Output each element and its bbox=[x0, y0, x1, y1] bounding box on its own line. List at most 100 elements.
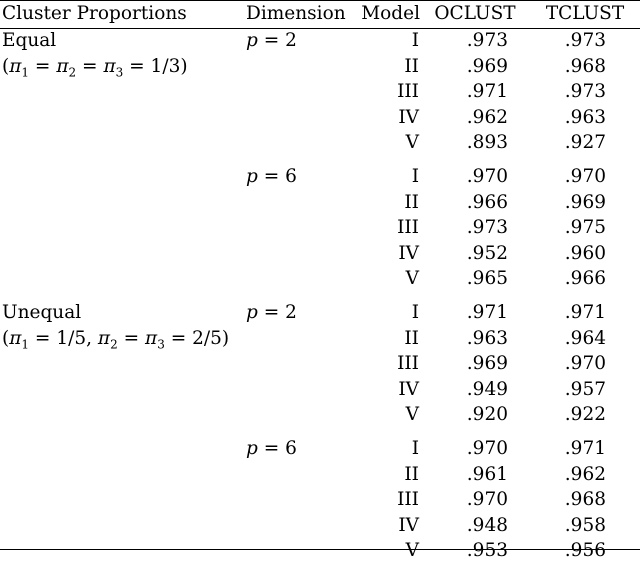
proportion-cell bbox=[0, 266, 246, 292]
tclust-value: .958 bbox=[564, 514, 606, 536]
model-cell: II bbox=[404, 463, 419, 485]
proportion-cell bbox=[0, 436, 246, 462]
oclust-value: .969 bbox=[466, 55, 508, 77]
table-row: p = 6 I .970 .971 bbox=[0, 436, 640, 462]
header-tclust: TCLUST bbox=[545, 3, 625, 24]
table-row: (π1 = π2 = π3 = 1/3) II .969 .968 bbox=[0, 54, 640, 80]
table-row: V .965 .966 bbox=[0, 266, 640, 292]
model-cell: IV bbox=[398, 106, 419, 128]
spacer-cell bbox=[246, 156, 358, 164]
dimension-cell bbox=[246, 377, 358, 403]
model-cell: I bbox=[411, 30, 419, 51]
dimension-cell bbox=[246, 241, 358, 267]
model-cell: I bbox=[411, 165, 419, 187]
table-row: III .971 .973 bbox=[0, 79, 640, 105]
spacer-cell bbox=[358, 428, 420, 436]
proportion-cell bbox=[0, 538, 246, 564]
dimension-cell bbox=[246, 487, 358, 513]
table-row: IV .952 .960 bbox=[0, 241, 640, 267]
spacer-cell bbox=[0, 292, 246, 300]
tclust-value: .963 bbox=[564, 106, 606, 128]
model-cell: IV bbox=[398, 514, 419, 536]
table-row: V .893 .927 bbox=[0, 130, 640, 156]
tclust-value: .956 bbox=[564, 540, 606, 562]
oclust-value: .920 bbox=[466, 404, 508, 426]
model-cell: V bbox=[405, 132, 419, 154]
block-spacer bbox=[0, 428, 640, 436]
dimension-label: p = 2 bbox=[246, 301, 297, 323]
proportion-detail: (π1 = π2 = π3 = 1/3) bbox=[2, 55, 188, 80]
proportion-cell bbox=[0, 215, 246, 241]
table-row: III .973 .975 bbox=[0, 215, 640, 241]
table-row: (π1 = 1/5, π2 = π3 = 2/5) II .963 .964 bbox=[0, 326, 640, 352]
header-dimension: Dimension bbox=[246, 3, 346, 24]
proportion-cell bbox=[0, 487, 246, 513]
model-cell: I bbox=[411, 301, 419, 323]
header-row: Cluster Proportions Dimension Model OCLU… bbox=[0, 0, 640, 28]
proportion-cell bbox=[0, 377, 246, 403]
tclust-value: .962 bbox=[564, 463, 606, 485]
tclust-value: .957 bbox=[564, 378, 606, 400]
proportion-cell bbox=[0, 105, 246, 131]
oclust-value: .965 bbox=[466, 268, 508, 290]
tclust-value: .922 bbox=[564, 404, 606, 426]
table-row: V .920 .922 bbox=[0, 402, 640, 428]
table-row: IV .949 .957 bbox=[0, 377, 640, 403]
spacer-cell bbox=[0, 156, 246, 164]
tclust-value: .968 bbox=[564, 55, 606, 77]
spacer-cell bbox=[358, 156, 420, 164]
dimension-label: p = 6 bbox=[246, 437, 297, 459]
model-cell: IV bbox=[398, 242, 419, 264]
tclust-value: .970 bbox=[564, 353, 606, 375]
oclust-value: .949 bbox=[466, 378, 508, 400]
table-row: III .969 .970 bbox=[0, 351, 640, 377]
model-cell: I bbox=[411, 437, 419, 459]
oclust-value: .971 bbox=[466, 81, 508, 103]
table-row: II .966 .969 bbox=[0, 190, 640, 216]
spacer-cell bbox=[420, 292, 530, 300]
spacer-cell bbox=[246, 428, 358, 436]
bottom-rule bbox=[0, 549, 640, 550]
dimension-cell bbox=[246, 513, 358, 539]
table-row: V .953 .956 bbox=[0, 538, 640, 564]
header-oclust: OCLUST bbox=[434, 3, 516, 24]
model-cell: V bbox=[405, 404, 419, 426]
dimension-label: p = 2 bbox=[246, 30, 297, 51]
spacer-cell bbox=[420, 156, 530, 164]
table-row: p = 6 I .970 .970 bbox=[0, 164, 640, 190]
oclust-value: .963 bbox=[466, 327, 508, 349]
oclust-value: .893 bbox=[466, 132, 508, 154]
tclust-value: .969 bbox=[564, 191, 606, 213]
dimension-cell bbox=[246, 538, 358, 564]
tclust-value: .973 bbox=[564, 30, 606, 51]
tclust-value: .927 bbox=[564, 132, 606, 154]
model-cell: III bbox=[397, 489, 419, 511]
proportion-cell bbox=[0, 351, 246, 377]
spacer-cell bbox=[530, 292, 640, 300]
spacer-cell bbox=[530, 156, 640, 164]
table-row: Equal p = 2 I .973 .973 bbox=[0, 28, 640, 54]
tclust-value: .975 bbox=[564, 217, 606, 239]
tclust-value: .973 bbox=[564, 81, 606, 103]
table-header: Cluster Proportions Dimension Model OCLU… bbox=[0, 0, 640, 28]
tclust-value: .971 bbox=[564, 301, 606, 323]
dimension-cell bbox=[246, 130, 358, 156]
proportion-cell bbox=[0, 462, 246, 488]
oclust-value: .948 bbox=[466, 514, 508, 536]
model-cell: V bbox=[405, 540, 419, 562]
block-spacer bbox=[0, 156, 640, 164]
header-cluster-proportions: Cluster Proportions bbox=[2, 3, 187, 24]
proportion-cell bbox=[0, 241, 246, 267]
spacer-cell bbox=[0, 428, 246, 436]
dimension-cell bbox=[246, 215, 358, 241]
table-body: Equal p = 2 I .973.973 (π1 = π2 = π3 = 1/3) I… bbox=[0, 28, 640, 564]
table-row: Unequal p = 2 I .971 .971 bbox=[0, 300, 640, 326]
dimension-cell bbox=[246, 190, 358, 216]
oclust-value: .970 bbox=[466, 489, 508, 511]
dimension-cell bbox=[246, 462, 358, 488]
dimension-label: p = 6 bbox=[246, 165, 297, 187]
tclust-value: .968 bbox=[564, 489, 606, 511]
tclust-value: .966 bbox=[564, 268, 606, 290]
oclust-value: .973 bbox=[466, 217, 508, 239]
dimension-cell bbox=[246, 266, 358, 292]
